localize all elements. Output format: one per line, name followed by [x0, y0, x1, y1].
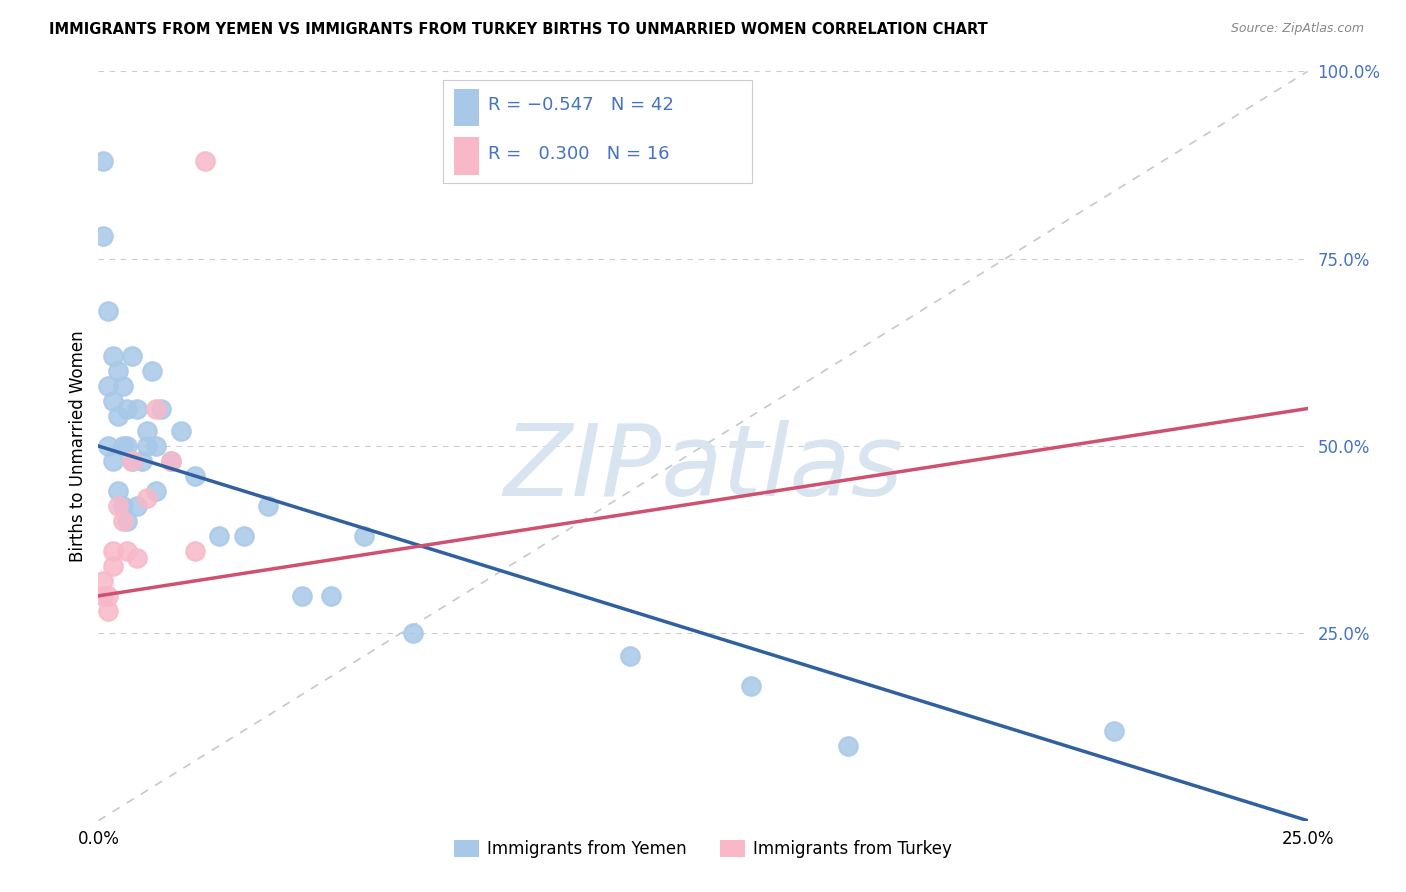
Point [131, 454, 153, 468]
Point [145, 401, 167, 416]
Point [160, 454, 183, 468]
Point [117, 544, 139, 558]
Point [91, 154, 114, 169]
Point [145, 483, 167, 498]
Point [121, 454, 143, 468]
Point [135, 491, 157, 506]
Text: IMMIGRANTS FROM YEMEN VS IMMIGRANTS FROM TURKEY BIRTHS TO UNMARRIED WOMEN CORREL: IMMIGRANTS FROM YEMEN VS IMMIGRANTS FROM… [49, 22, 988, 37]
Point [169, 424, 191, 438]
Point [150, 401, 173, 416]
Point [97, 604, 120, 618]
Point [256, 499, 278, 513]
Point [208, 529, 231, 543]
Point [101, 454, 124, 468]
Text: R =   0.300   N = 16: R = 0.300 N = 16 [488, 145, 669, 163]
Point [97, 439, 120, 453]
Point [91, 574, 114, 588]
Point [145, 439, 167, 453]
Point [135, 424, 157, 438]
Point [101, 394, 124, 409]
Point [194, 154, 217, 169]
Point [141, 364, 163, 378]
Point [127, 551, 149, 566]
Point [111, 499, 134, 513]
Point [121, 454, 143, 468]
Point [107, 409, 129, 423]
Text: Source: ZipAtlas.com: Source: ZipAtlas.com [1230, 22, 1364, 36]
Point [111, 514, 134, 528]
Point [290, 589, 312, 603]
Point [111, 379, 134, 393]
Point [319, 589, 342, 603]
Point [101, 544, 124, 558]
Point [101, 349, 124, 363]
Text: R = −0.547   N = 42: R = −0.547 N = 42 [488, 96, 673, 114]
Point [91, 229, 114, 244]
Point [402, 626, 425, 640]
Point [160, 454, 183, 468]
Point [837, 739, 859, 753]
Point [97, 304, 120, 318]
Point [740, 679, 762, 693]
Point [127, 401, 149, 416]
Point [135, 439, 157, 453]
Point [111, 439, 134, 453]
Point [101, 558, 124, 573]
Point [97, 379, 120, 393]
Point [232, 529, 254, 543]
Point [1102, 723, 1125, 738]
Y-axis label: Births to Unmarried Women: Births to Unmarried Women [69, 330, 87, 562]
Point [97, 589, 120, 603]
Point [107, 483, 129, 498]
Point [91, 589, 114, 603]
Point [117, 401, 139, 416]
Legend: Immigrants from Yemen, Immigrants from Turkey: Immigrants from Yemen, Immigrants from T… [447, 833, 959, 864]
Point [184, 469, 207, 483]
Point [127, 499, 149, 513]
Point [107, 499, 129, 513]
Point [117, 439, 139, 453]
Point [619, 648, 641, 663]
Text: ZIPatlas: ZIPatlas [503, 420, 903, 517]
Point [184, 544, 207, 558]
Point [353, 529, 375, 543]
Point [117, 514, 139, 528]
Point [121, 349, 143, 363]
Point [107, 364, 129, 378]
